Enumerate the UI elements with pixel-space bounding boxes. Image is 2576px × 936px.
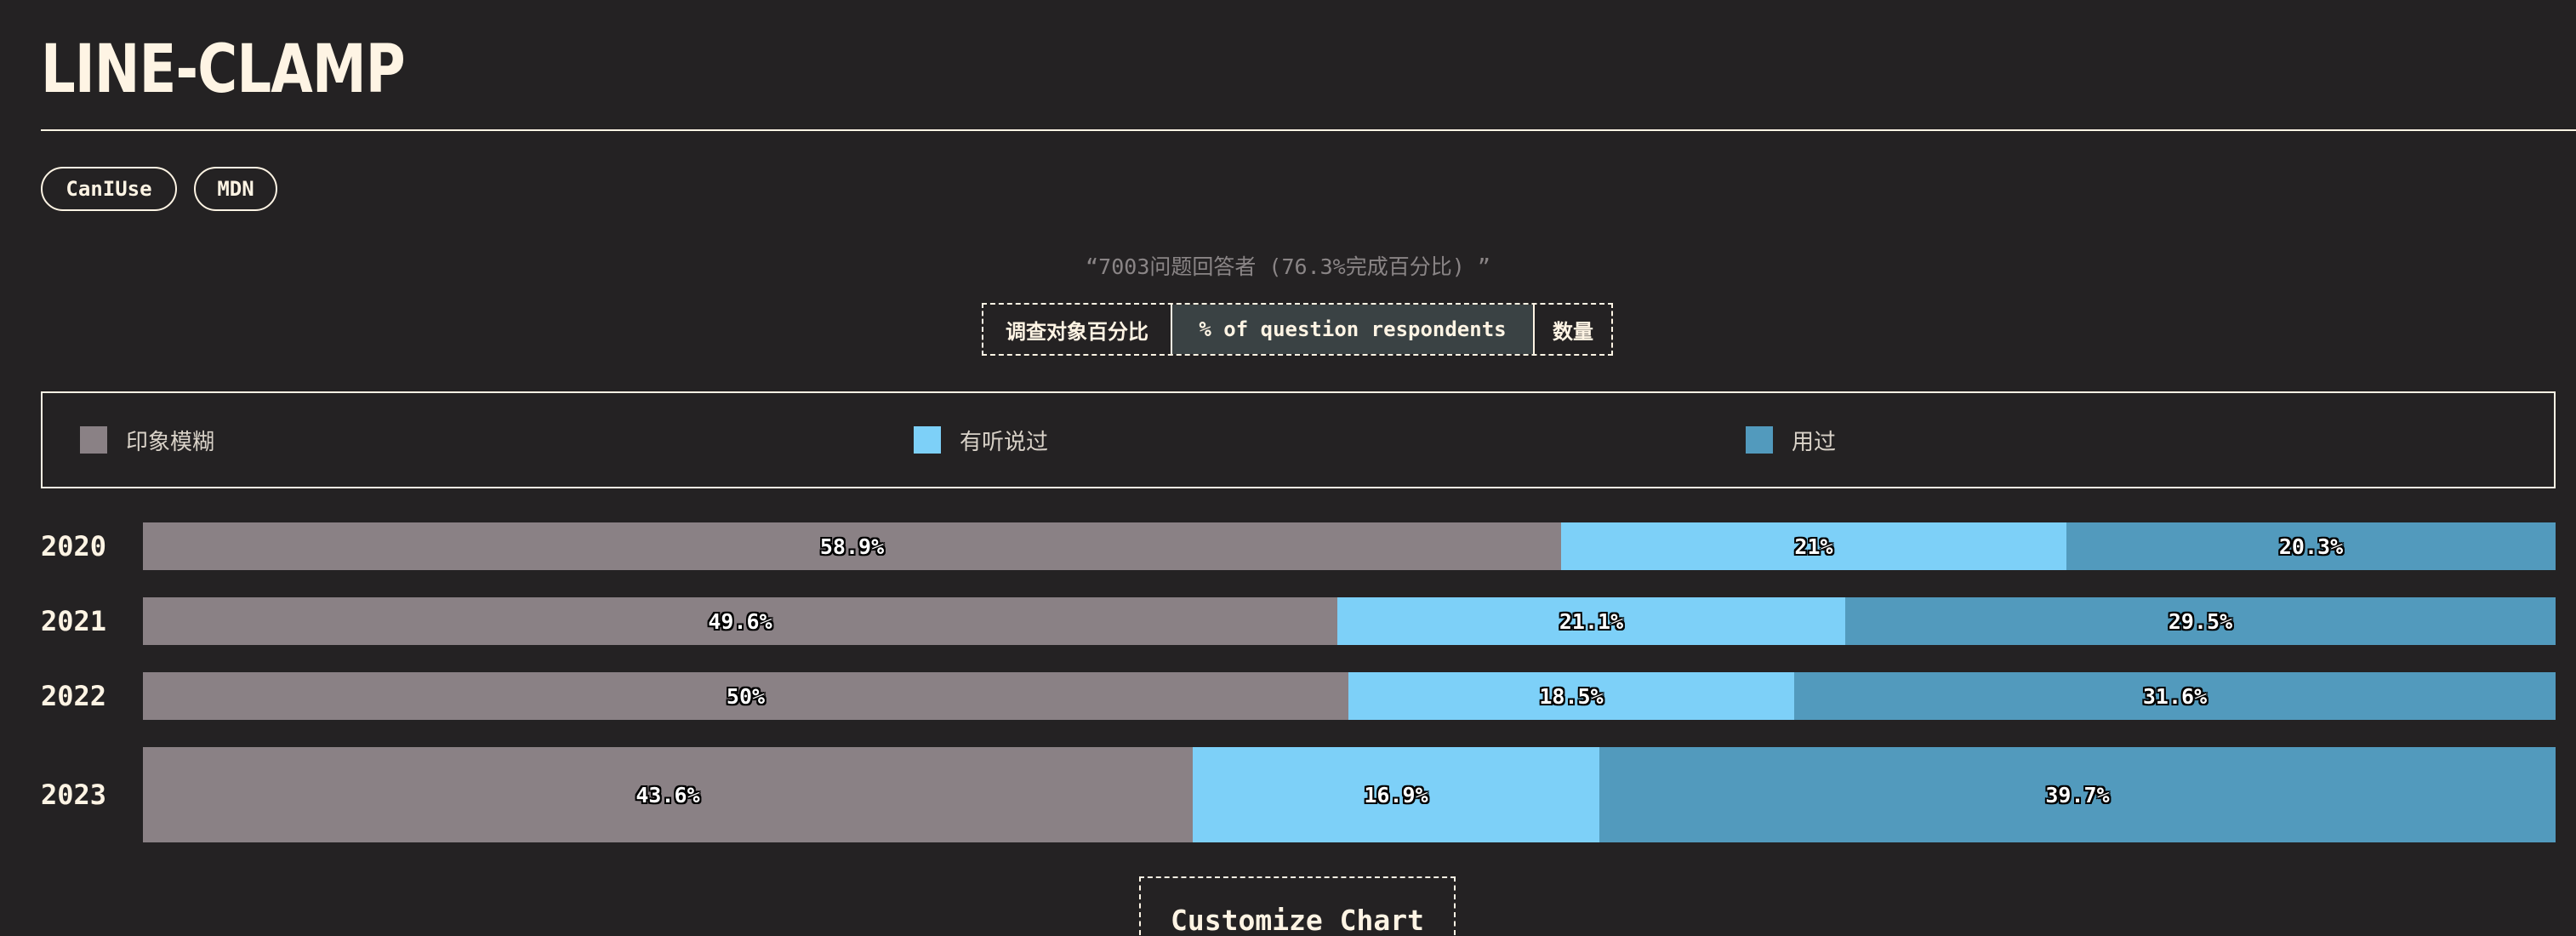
bar-segment-2022-series-0[interactable]: 50% bbox=[143, 672, 1348, 720]
bar-data-label: 20.3% bbox=[2278, 534, 2344, 559]
mdn-link[interactable]: MDN bbox=[194, 167, 277, 211]
legend-label-series-1: 有听说过 bbox=[960, 429, 1049, 455]
toggle-percent-of-survey[interactable]: 调查对象百分比 bbox=[1006, 319, 1148, 344]
bar-segment-2021-series-0[interactable]: 49.6% bbox=[143, 597, 1337, 645]
bar-segment-2021-series-1[interactable]: 21.1% bbox=[1337, 597, 1845, 645]
row-label-2022: 2022 bbox=[41, 680, 107, 712]
bar-segment-2020-series-2[interactable]: 20.3% bbox=[2066, 522, 2556, 570]
bar-data-label: 50% bbox=[726, 683, 766, 709]
bar-segment-2023-series-1[interactable]: 16.9% bbox=[1193, 747, 1599, 842]
legend-item-series-1[interactable]: 有听说过 bbox=[914, 425, 1049, 455]
legend-swatch-series-1 bbox=[914, 426, 941, 454]
respondents-subtitle: “7003问题回答者 (76.3%完成百分比) ” bbox=[1086, 254, 1490, 279]
customize-chart-button[interactable]: Customize Chart bbox=[1139, 876, 1456, 936]
bar-data-label: 21.1% bbox=[1559, 608, 1624, 634]
legend-item-series-0[interactable]: 印象模糊 bbox=[80, 425, 215, 455]
row-label-2021: 2021 bbox=[41, 605, 107, 637]
bar-segment-2021-series-2[interactable]: 29.5% bbox=[1845, 597, 2556, 645]
bar-data-label: 18.5% bbox=[1539, 683, 1604, 709]
caniuse-link[interactable]: CanIUse bbox=[41, 167, 177, 211]
bar-data-label: 21% bbox=[1794, 534, 1833, 559]
bar-segment-2023-series-0[interactable]: 43.6% bbox=[143, 747, 1193, 842]
toggle-percent-of-question[interactable]: % of question respondents bbox=[1171, 305, 1535, 354]
legend-item-series-2[interactable]: 用过 bbox=[1746, 425, 1837, 455]
page-title: LINE-CLAMP bbox=[41, 31, 406, 108]
bar-segment-2022-series-1[interactable]: 18.5% bbox=[1348, 672, 1794, 720]
bar-data-label: 43.6% bbox=[635, 782, 700, 808]
bar-data-label: 39.7% bbox=[2045, 782, 2110, 808]
view-toggle: 调查对象百分比 % of question respondents 数量 bbox=[982, 303, 1613, 356]
bar-segment-2020-series-0[interactable]: 58.9% bbox=[143, 522, 1561, 570]
bar-data-label: 31.6% bbox=[2142, 683, 2208, 709]
bar-data-label: 29.5% bbox=[2168, 608, 2233, 634]
row-label-2020: 2020 bbox=[41, 530, 107, 562]
title-divider bbox=[41, 129, 2576, 131]
legend-swatch-series-2 bbox=[1746, 426, 1773, 454]
legend-label-series-2: 用过 bbox=[1792, 429, 1837, 455]
chart-legend: 印象模糊 有听说过 用过 bbox=[41, 391, 2556, 488]
bar-data-label: 49.6% bbox=[708, 608, 772, 634]
bar-data-label: 58.9% bbox=[819, 534, 885, 559]
bar-segment-2023-series-2[interactable]: 39.7% bbox=[1599, 747, 2556, 842]
toggle-count[interactable]: 数量 bbox=[1553, 319, 1593, 344]
row-label-2023: 2023 bbox=[41, 779, 107, 811]
legend-swatch-series-0 bbox=[80, 426, 107, 454]
bar-segment-2020-series-1[interactable]: 21% bbox=[1561, 522, 2066, 570]
bar-data-label: 16.9% bbox=[1364, 782, 1428, 808]
bar-segment-2022-series-2[interactable]: 31.6% bbox=[1794, 672, 2556, 720]
legend-label-series-0: 印象模糊 bbox=[126, 429, 215, 455]
